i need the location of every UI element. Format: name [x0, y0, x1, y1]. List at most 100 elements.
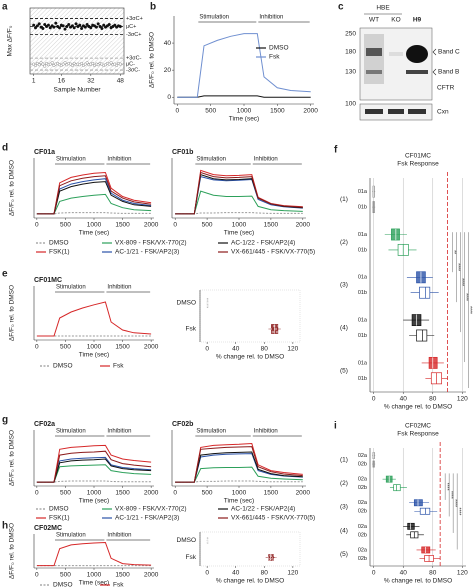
- threshold-label: μC+: [126, 24, 136, 30]
- point: [273, 554, 276, 557]
- x-axis-label: Time (sec): [79, 580, 109, 587]
- series-line: [36, 171, 152, 215]
- panel-letter: c: [338, 2, 344, 13]
- x-tick-label: 120: [287, 346, 298, 353]
- x-axis-label: Time (sec): [224, 498, 254, 505]
- y-axis-label: Max ΔF/F₀: [7, 25, 14, 56]
- x-tick-label: 1000: [237, 108, 252, 115]
- point: [52, 25, 56, 29]
- group-label: 01a: [358, 189, 368, 195]
- point: [70, 24, 74, 28]
- point: [32, 23, 36, 27]
- x-tick-label: 0: [205, 346, 209, 353]
- marker-label: 180: [345, 49, 356, 56]
- legend-label: FSK(1): [49, 249, 70, 256]
- wt-smear: [364, 34, 384, 84]
- point: [275, 556, 278, 559]
- x-axis-label: % change rel. to DMSO: [216, 578, 284, 585]
- x-tick-label: 500: [202, 490, 213, 497]
- chart-title: CF01a: [34, 149, 55, 156]
- lane-label: KO: [391, 17, 400, 24]
- phase-label: Inhibition: [107, 157, 131, 163]
- group-label: 01a: [358, 232, 368, 238]
- group-label: 02a: [358, 477, 368, 483]
- chart-title: CF02MC: [34, 525, 62, 532]
- row-label: (4): [340, 325, 348, 332]
- phase-label: Stimulation: [199, 15, 229, 21]
- point: [37, 63, 41, 67]
- point: [115, 63, 119, 67]
- legend-label: VX-661/445 - FSK/VX-770(5): [231, 249, 315, 256]
- point: [63, 61, 67, 65]
- x-axis-label: Time (sec): [229, 116, 259, 123]
- y-axis-label: ΔF/F₀ rel. to DMSO: [9, 160, 16, 216]
- significance-label: ****: [447, 491, 453, 499]
- x-tick-label: 1500: [115, 222, 130, 229]
- chart-title: CF01b: [172, 149, 193, 156]
- point: [271, 558, 274, 561]
- cxn-band: [408, 109, 426, 114]
- point: [274, 327, 277, 331]
- x-tick-label: 0: [35, 222, 39, 229]
- x-tick-label: 0: [372, 570, 376, 577]
- x-axis-label: Time (sec): [224, 230, 254, 237]
- legend-label: DMSO: [49, 506, 69, 513]
- point: [277, 324, 280, 328]
- row-label: (3): [340, 504, 348, 511]
- point: [41, 62, 45, 66]
- x-tick-label: 80: [429, 570, 437, 577]
- point: [113, 23, 117, 27]
- band-label: Band C: [438, 49, 460, 56]
- chart-subtitle: Fsk Response: [397, 161, 439, 168]
- x-tick-label: 2000: [144, 490, 159, 497]
- panel-letter: g: [2, 415, 8, 426]
- phase-label: Inhibition: [254, 429, 278, 435]
- marker-label: 250: [345, 31, 356, 38]
- series-line: [175, 175, 303, 215]
- marker-label: 130: [345, 69, 356, 76]
- plot-frame: [199, 531, 301, 567]
- y-tick-label: 0: [167, 94, 171, 101]
- x-tick-label: 1000: [87, 222, 102, 229]
- x-tick-label: 1000: [232, 490, 247, 497]
- band-arrow: [432, 48, 437, 56]
- point: [205, 537, 208, 540]
- phase-label: Inhibition: [254, 157, 278, 163]
- phase-label: Inhibition: [107, 285, 131, 291]
- x-tick-label: 32: [87, 78, 95, 85]
- group-label: 02b: [358, 532, 367, 538]
- phase-label: Inhibition: [107, 429, 131, 435]
- point: [41, 26, 45, 31]
- point: [109, 61, 113, 65]
- box: [419, 507, 431, 515]
- cxn-band: [365, 109, 383, 114]
- x-tick-label: 40: [232, 346, 240, 353]
- x-tick-label: 120: [457, 396, 468, 403]
- x-tick-label: 500: [205, 108, 216, 115]
- panel-letter: h: [2, 521, 8, 532]
- plot-frame: [199, 289, 301, 343]
- x-tick-label: 80: [261, 570, 269, 577]
- x-tick-label: 500: [202, 222, 213, 229]
- box: [416, 329, 428, 342]
- point: [269, 554, 272, 557]
- legend-label: AC-1/21 - FSK/AP2(3): [115, 515, 179, 522]
- point: [78, 23, 82, 27]
- significance-label: **: [451, 250, 457, 254]
- point: [264, 554, 267, 557]
- series-line: [36, 444, 152, 483]
- point: [270, 556, 273, 559]
- h9-band-c: [406, 45, 428, 63]
- point: [206, 541, 209, 544]
- x-tick-label: 16: [58, 78, 66, 85]
- series-line: [36, 480, 152, 483]
- lane-label: WT: [369, 17, 379, 24]
- box: [428, 356, 438, 369]
- chart-title: CF02b: [172, 421, 193, 428]
- point: [65, 24, 69, 29]
- x-tick-label: 120: [287, 570, 298, 577]
- point: [48, 26, 52, 30]
- point: [118, 24, 122, 29]
- box: [268, 554, 274, 561]
- threshold-label: +3σC+: [126, 16, 143, 22]
